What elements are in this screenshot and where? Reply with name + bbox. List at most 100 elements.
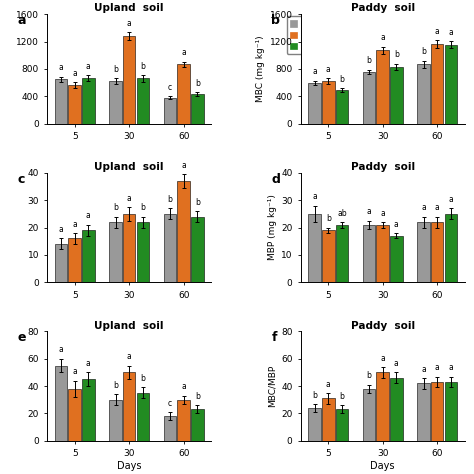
Text: a: a [326,65,331,74]
Text: a: a [86,359,91,368]
Text: b: b [339,392,344,401]
Text: a: a [86,211,91,220]
Text: a: a [127,19,132,28]
Bar [55,79,67,124]
Bar [376,373,389,441]
Title: Upland  soil: Upland soil [94,320,164,331]
Bar [309,82,321,124]
Text: a: a [448,27,453,36]
Text: b: b [339,75,344,84]
Text: a: a [367,207,372,216]
Text: b: b [140,203,145,212]
Bar [390,378,402,441]
Bar [68,389,81,441]
Text: a: a [312,67,317,76]
Bar [109,400,122,441]
Title: Upland  soil: Upland soil [94,3,164,13]
Text: e: e [18,331,27,345]
Text: a: a [59,225,64,234]
Text: a: a [59,64,64,73]
Text: b: b [394,50,399,59]
Text: a: a [73,367,77,376]
Text: b: b [326,214,331,223]
Text: b: b [195,79,200,88]
Text: b: b [168,195,173,204]
Text: b: b [367,56,372,65]
Bar [164,416,176,441]
Bar [390,236,402,282]
Text: a: a [73,219,77,228]
Y-axis label: MBC (mg kg⁻¹): MBC (mg kg⁻¹) [256,36,265,102]
Text: b: b [421,47,426,56]
Bar [164,214,176,282]
Text: a: a [73,69,77,78]
Y-axis label: MBC/MBP: MBC/MBP [268,365,277,407]
Text: a: a [394,219,399,228]
Bar [177,400,190,441]
Bar [322,81,335,124]
Bar [191,217,203,282]
Text: a: a [127,194,132,203]
Bar [445,382,457,441]
Text: c: c [168,399,172,408]
Bar [109,222,122,282]
Text: a: a [181,383,186,392]
Bar [177,64,190,124]
Bar [55,365,67,441]
Bar [191,94,203,124]
Bar [376,225,389,282]
Bar [445,214,457,282]
Bar [164,98,176,124]
Bar [109,81,122,124]
Text: a: a [127,352,132,361]
Text: c: c [168,82,172,91]
Text: ab: ab [337,209,346,218]
Bar [431,222,444,282]
Text: f: f [272,331,277,345]
Y-axis label: MBP (mg kg⁻¹): MBP (mg kg⁻¹) [268,195,277,260]
Bar [363,389,375,441]
Text: b: b [113,65,118,74]
Bar [376,50,389,124]
Text: a: a [380,354,385,363]
Text: b: b [195,198,200,207]
Text: b: b [367,372,372,380]
Bar [363,72,375,124]
Bar [390,67,402,124]
Text: b: b [312,391,317,400]
Text: a: a [181,161,186,170]
Bar [68,85,81,124]
Text: a: a [435,27,439,36]
Text: a: a [326,380,331,389]
Bar [82,78,95,124]
Bar [137,222,149,282]
Bar [336,410,348,441]
Bar [417,222,430,282]
Bar [123,373,136,441]
Text: a: a [394,359,399,368]
Bar [417,383,430,441]
Text: c: c [18,173,25,186]
Text: b: b [140,374,145,383]
Bar [177,181,190,282]
Text: a: a [435,203,439,212]
Bar [445,45,457,124]
Title: Paddy  soil: Paddy soil [351,162,415,172]
Text: b: b [140,62,145,71]
Text: a: a [59,346,64,355]
Bar [309,214,321,282]
Text: a: a [421,365,426,374]
Text: b: b [113,381,118,390]
Bar [309,408,321,441]
Bar [431,44,444,124]
Bar [68,238,81,282]
Legend: Control, Cellulose, Lignin: Control, Cellulose, Lignin [287,16,346,54]
X-axis label: Days: Days [371,461,395,471]
X-axis label: Days: Days [117,461,141,471]
Text: a: a [86,62,91,71]
Bar [123,214,136,282]
Text: b: b [113,203,118,212]
Text: a: a [312,192,317,201]
Text: a: a [18,14,27,27]
Text: a: a [380,33,385,42]
